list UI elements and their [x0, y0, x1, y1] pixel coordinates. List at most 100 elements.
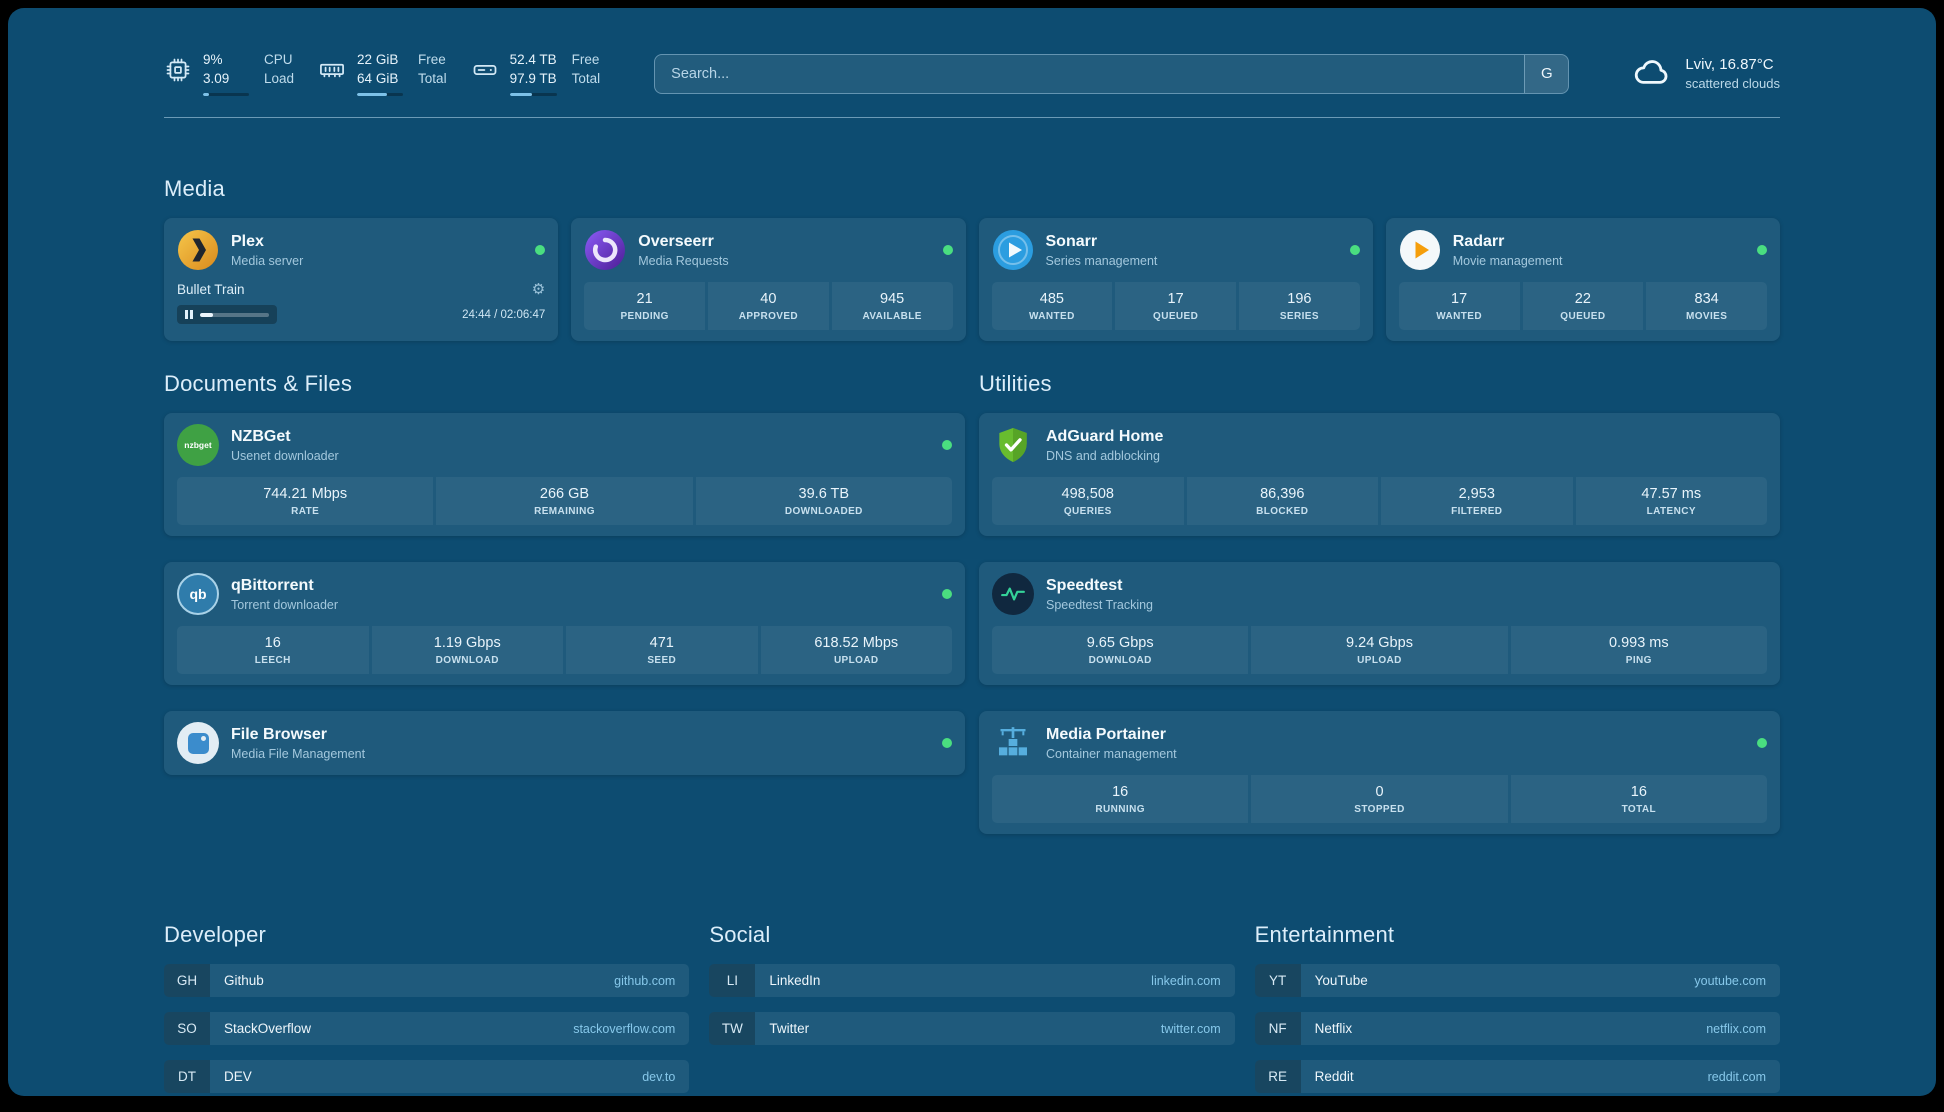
service-card-nzbget[interactable]: nzbget NZBGet Usenet downloader 744.21 M… [164, 413, 965, 536]
stat: 16 LEECH [177, 626, 369, 674]
bookmark-url: youtube.com [1694, 973, 1766, 988]
cpu-label: CPU [264, 51, 293, 67]
section-title-social: Social [709, 922, 771, 947]
disk-free-label: Free [571, 51, 600, 67]
now-playing: Bullet Train ⚙ 24:44 / 02:06:47 [177, 280, 545, 324]
service-card-radarr[interactable]: Radarr Movie management 17 WANTED 22 QUE… [1385, 218, 1780, 341]
bookmark-abbr: LI [709, 964, 756, 997]
stat-value: 16 [1630, 784, 1647, 800]
stat-label: LEECH [254, 655, 291, 666]
stat: 16 TOTAL [1510, 775, 1767, 823]
stat-label: TOTAL [1621, 804, 1657, 815]
bookmark-abbr: GH [164, 964, 210, 997]
pause-icon[interactable] [185, 310, 193, 319]
service-card-speedtest[interactable]: Speedtest Speedtest Tracking 9.65 Gbps D… [979, 562, 1780, 685]
nzbget-icon: nzbget [177, 424, 219, 466]
bookmark-reddit[interactable]: RE Reddit reddit.com [1254, 1060, 1780, 1093]
weather-widget[interactable]: Lviv, 16.87°C scattered clouds [1631, 50, 1780, 97]
bookmark-url: github.com [614, 973, 676, 988]
bookmark-abbr: NF [1254, 1012, 1301, 1045]
stat-value: 16 [264, 635, 281, 651]
stat-value: 945 [880, 291, 905, 307]
section-title-developer: Developer [164, 922, 267, 947]
bookmark-name: YouTube [1314, 973, 1368, 988]
weather-location: Lviv, 16.87°C [1685, 56, 1774, 73]
section-title-utilities: Utilities [979, 371, 1052, 396]
filebrowser-icon [177, 722, 219, 764]
bookmark-youtube[interactable]: YT YouTube youtube.com [1254, 964, 1780, 997]
status-dot [1349, 245, 1360, 255]
stat: 17 WANTED [1398, 282, 1520, 330]
bookmark-url: twitter.com [1160, 1021, 1221, 1036]
weather-condition: scattered clouds [1685, 76, 1780, 91]
stat-value: 744.21 Mbps [263, 486, 348, 502]
service-card-plex[interactable]: Plex Media server Bullet Train ⚙ [164, 218, 559, 341]
stat-value: 17 [1167, 291, 1184, 307]
bookmark-name: StackOverflow [224, 1021, 312, 1036]
service-title: Overseerr [638, 232, 714, 250]
playback-progress[interactable] [199, 312, 269, 317]
stat: 618.52 Mbps UPLOAD [760, 626, 952, 674]
bookmark-dev[interactable]: DT DEV dev.to [164, 1060, 690, 1093]
stat: 16 RUNNING [992, 775, 1249, 823]
bookmark-github[interactable]: GH Github github.com [164, 964, 690, 997]
service-title: Media Portainer [1046, 725, 1167, 743]
stat-label: SEED [647, 655, 677, 666]
stat: 744.21 Mbps RATE [177, 477, 434, 525]
top-bar: 9% 3.09 CPU Load 22 GiB [164, 50, 1780, 97]
service-title: Speedtest [1046, 576, 1123, 594]
section-title-entertainment: Entertainment [1254, 922, 1395, 947]
overseerr-icon [584, 229, 626, 271]
stat-label: UPLOAD [833, 655, 879, 666]
disk-total-label: Total [571, 70, 601, 86]
stat: 39.6 TB DOWNLOADED [695, 477, 952, 525]
gear-icon[interactable]: ⚙ [531, 281, 546, 298]
bookmark-twitter[interactable]: TW Twitter twitter.com [709, 1012, 1235, 1045]
stat: 1.19 Gbps DOWNLOAD [371, 626, 563, 674]
adguard-icon [992, 424, 1034, 466]
cpu-load-label: Load [264, 70, 295, 86]
stat-value: 16 [1112, 784, 1129, 800]
stat-label: FILTERED [1451, 506, 1503, 517]
bookmark-url: linkedin.com [1151, 973, 1221, 988]
status-dot [942, 589, 952, 599]
section-title-media: Media [164, 176, 225, 201]
bookmark-stackoverflow[interactable]: SO StackOverflow stackoverflow.com [164, 1012, 690, 1045]
bookmark-name: Reddit [1314, 1069, 1354, 1084]
service-card-filebrowser[interactable]: File Browser Media File Management [164, 711, 965, 775]
service-card-qbittorrent[interactable]: qb qBittorrent Torrent downloader 16 LEE… [164, 562, 965, 685]
memory-total-value: 64 GiB [357, 70, 399, 86]
status-dot [942, 440, 952, 450]
memory-free-label: Free [418, 51, 446, 67]
service-title: File Browser [231, 725, 328, 743]
status-dot [942, 738, 952, 748]
stat-label: RUNNING [1095, 804, 1145, 815]
stat-value: 9.65 Gbps [1086, 635, 1154, 651]
bookmark-netflix[interactable]: NF Netflix netflix.com [1254, 1012, 1780, 1045]
disk-free-value: 52.4 TB [509, 51, 557, 67]
stat-label: AVAILABLE [862, 311, 922, 322]
bookmark-url: reddit.com [1707, 1069, 1766, 1084]
bookmark-abbr: YT [1254, 964, 1301, 997]
service-title: AdGuard Home [1046, 427, 1164, 445]
playback-bar [177, 305, 277, 324]
service-subtitle: Movie management [1452, 253, 1563, 268]
stat: 485 WANTED [991, 282, 1113, 330]
bookmark-linkedin[interactable]: LI LinkedIn linkedin.com [709, 964, 1235, 997]
memory-icon [318, 56, 346, 84]
bookmark-abbr: DT [164, 1060, 210, 1093]
service-card-sonarr[interactable]: Sonarr Series management 485 WANTED 17 Q… [978, 218, 1373, 341]
stat-value: 618.52 Mbps [814, 635, 899, 651]
bookmark-name: DEV [224, 1069, 252, 1084]
service-card-overseerr[interactable]: Overseerr Media Requests 21 PENDING 40 A… [571, 218, 966, 341]
search-input[interactable] [655, 54, 1525, 93]
stat-label: SERIES [1279, 311, 1319, 322]
stat-value: 0 [1375, 784, 1384, 800]
stat-value: 485 [1039, 291, 1064, 307]
cpu-load-value: 3.09 [203, 70, 230, 86]
service-card-portainer[interactable]: Media Portainer Container management 16 … [979, 711, 1780, 834]
search-provider-button[interactable]: G [1524, 54, 1569, 93]
service-title: Sonarr [1045, 232, 1098, 250]
service-card-adguard[interactable]: AdGuard Home DNS and adblocking 498,508 … [979, 413, 1780, 536]
service-subtitle: Media Requests [638, 253, 729, 268]
